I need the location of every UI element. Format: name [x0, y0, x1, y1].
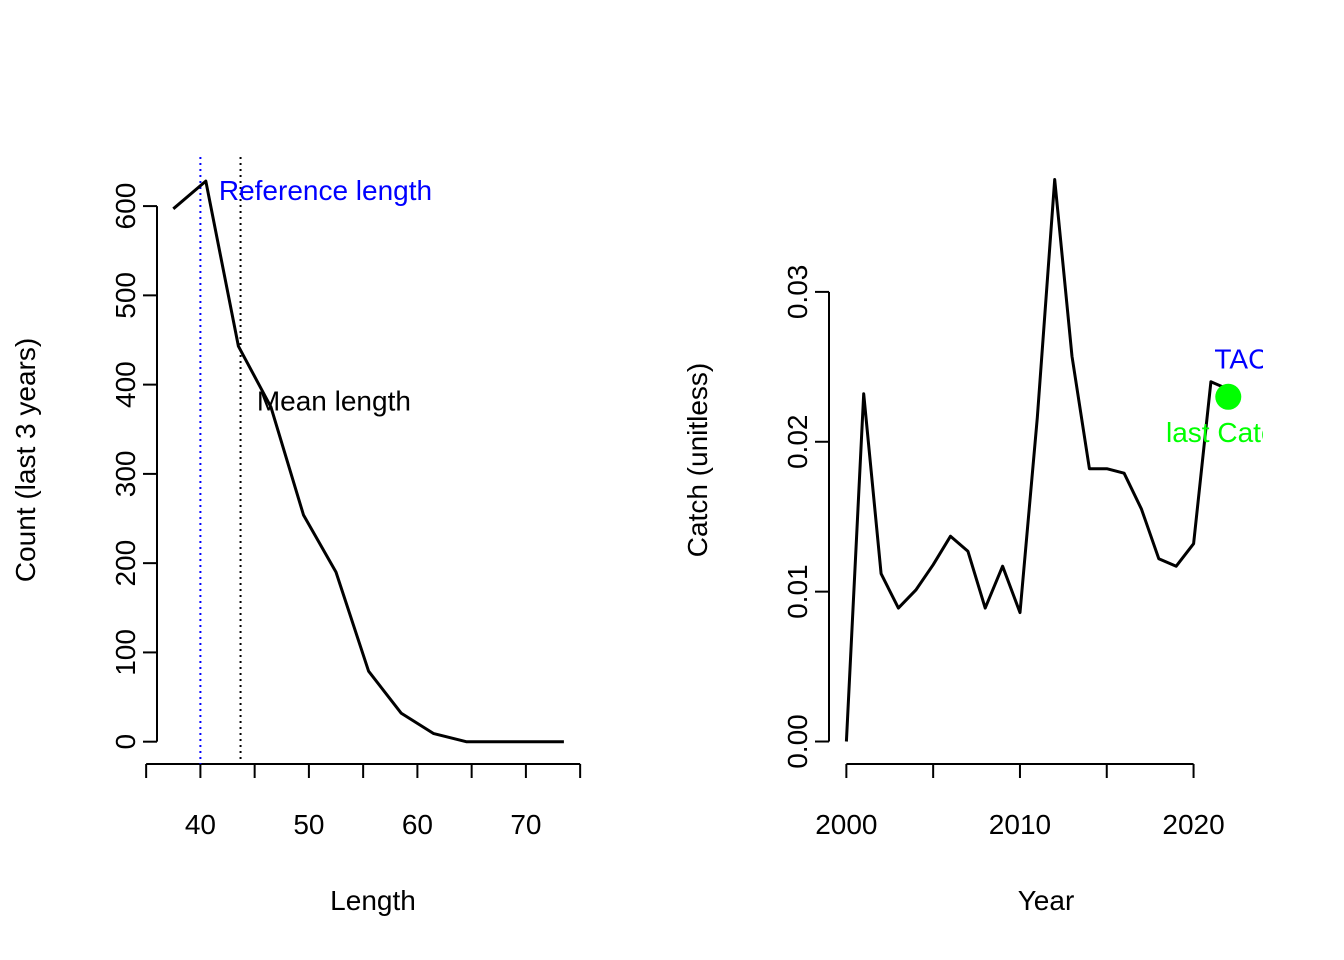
y-tick-label: 0.01 [782, 564, 813, 619]
y-axis-title: Catch (unitless) [682, 363, 713, 558]
x-tick-label: 50 [293, 809, 324, 840]
y-tick-label: 400 [110, 361, 141, 408]
y-tick-label: 500 [110, 272, 141, 319]
y-tick-label: 100 [110, 629, 141, 676]
y-axis-ticks: 0 100 200 300 400 500 600 [110, 183, 157, 750]
y-axis-ticks: 0.00 0.01 0.02 0.03 [782, 265, 829, 769]
points [1215, 383, 1242, 410]
reference-lines [199, 157, 242, 764]
x-axis-title: Length [330, 885, 416, 916]
y-tick-label: 0.03 [782, 265, 813, 320]
y-tick-label: 600 [110, 183, 141, 230]
annotation-label: Mean length [257, 386, 411, 417]
catch-panel: 0.00 0.01 0.02 0.03 2000 2010 2020 TAC last Ca… [682, 178, 1291, 916]
y-tick-label: 0.00 [782, 714, 813, 769]
y-axis-title: Count (last 3 years) [10, 338, 41, 582]
x-tick-label: 60 [402, 809, 433, 840]
annotations: TAC last Catch [1166, 343, 1291, 448]
x-axis-ticks: 2000 2010 2020 [815, 764, 1225, 840]
last-catch-point [1215, 383, 1242, 410]
x-axis-title: Year [1018, 885, 1075, 916]
x-tick-label: 2000 [815, 809, 877, 840]
x-tick-label: 40 [185, 809, 216, 840]
x-tick-label: 2020 [1162, 809, 1224, 840]
annotation-label: last Catch [1166, 417, 1291, 448]
y-tick-label: 0 [110, 734, 141, 750]
length-panel: 0 100 200 300 400 500 600 40 50 60 70 Reference l… [10, 157, 582, 916]
y-tick-label: 200 [110, 540, 141, 587]
x-axis-ticks: 40 50 60 70 [145, 764, 582, 840]
annotation-label: Reference length [219, 175, 432, 206]
catch-line [844, 178, 1229, 742]
x-tick-label: 2010 [989, 809, 1051, 840]
annotations: Reference length Mean length [219, 175, 432, 417]
length-count-line [172, 179, 564, 744]
x-tick-label: 70 [510, 809, 541, 840]
y-tick-label: 0.02 [782, 415, 813, 470]
y-tick-label: 300 [110, 451, 141, 498]
annotation-label: TAC [1214, 343, 1268, 374]
